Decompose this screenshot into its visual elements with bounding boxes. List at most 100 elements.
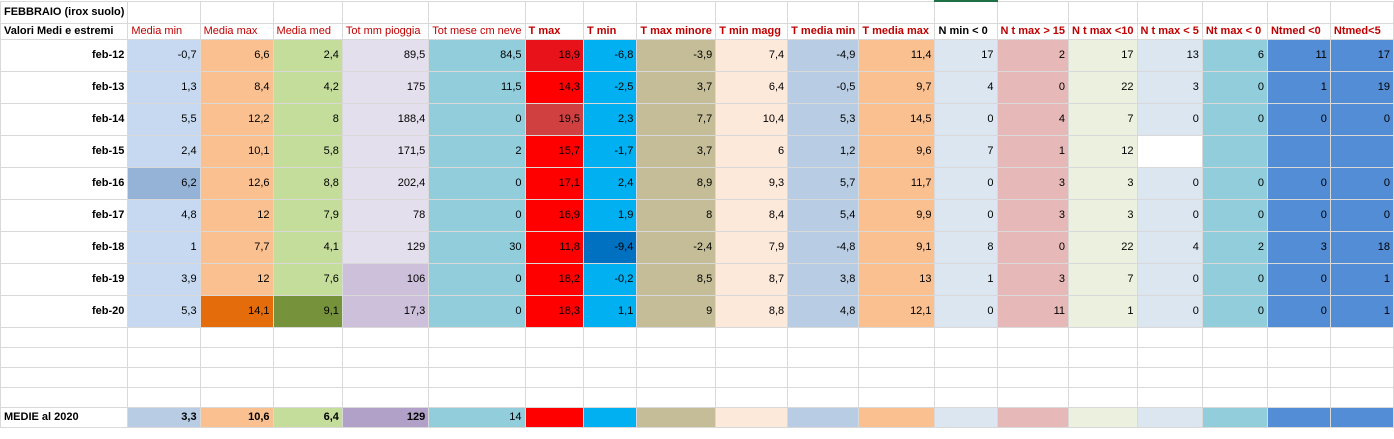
column-header[interactable]: T min magg — [715, 22, 789, 40]
data-cell[interactable]: 0 — [1266, 198, 1331, 232]
column-header[interactable]: Tot mm pioggia — [341, 22, 430, 40]
footer-cell[interactable]: 129 — [341, 406, 430, 428]
data-cell[interactable]: 8,8 — [715, 294, 789, 328]
empty-cell[interactable] — [341, 386, 430, 408]
empty-cell[interactable] — [996, 326, 1070, 348]
empty-cell[interactable] — [1329, 386, 1394, 408]
empty-cell[interactable] — [787, 366, 860, 388]
data-cell[interactable]: 0 — [1136, 198, 1203, 232]
data-cell[interactable]: 3 — [996, 262, 1070, 296]
data-cell[interactable]: 1 — [934, 262, 998, 296]
empty-cell[interactable] — [1329, 366, 1394, 388]
data-cell[interactable]: 12,6 — [199, 166, 274, 200]
row-label[interactable]: feb-13 — [0, 70, 129, 104]
data-cell[interactable]: 11,5 — [428, 70, 526, 104]
data-cell[interactable]: 6,4 — [715, 70, 789, 104]
data-cell[interactable]: 0 — [1201, 70, 1268, 104]
empty-cell[interactable] — [428, 366, 526, 388]
empty-cell[interactable] — [428, 326, 526, 348]
empty-cell[interactable] — [1136, 0, 1203, 24]
data-cell[interactable]: 202,4 — [341, 166, 430, 200]
data-cell[interactable]: 4 — [1136, 230, 1203, 264]
data-cell[interactable]: 13 — [858, 262, 936, 296]
footer-cell[interactable] — [1201, 406, 1268, 428]
column-header[interactable]: N t max < 5 — [1136, 22, 1203, 40]
data-cell[interactable]: 4 — [996, 102, 1070, 136]
data-cell[interactable]: 1,2 — [787, 134, 860, 168]
column-header[interactable]: Ntmed <0 — [1266, 22, 1331, 40]
data-cell[interactable]: 3 — [996, 166, 1070, 200]
empty-cell[interactable] — [199, 0, 274, 24]
empty-cell[interactable] — [524, 346, 585, 368]
empty-cell[interactable] — [1068, 326, 1138, 348]
data-cell[interactable]: 1 — [1068, 294, 1138, 328]
data-cell[interactable]: -0,7 — [127, 38, 201, 72]
data-cell[interactable]: 9,7 — [858, 70, 936, 104]
data-cell[interactable]: 0 — [1136, 262, 1203, 296]
data-cell[interactable]: 18,2 — [524, 262, 585, 296]
data-cell[interactable]: 14,1 — [199, 294, 274, 328]
empty-cell[interactable] — [127, 366, 201, 388]
data-cell[interactable]: 17,3 — [341, 294, 430, 328]
empty-cell[interactable] — [1201, 386, 1268, 408]
empty-cell[interactable] — [787, 386, 860, 408]
empty-cell[interactable] — [636, 346, 717, 368]
data-cell[interactable]: 1,1 — [582, 294, 638, 328]
column-header[interactable]: T min — [582, 22, 638, 40]
data-cell[interactable]: 0 — [428, 262, 526, 296]
empty-cell[interactable] — [1068, 346, 1138, 368]
data-cell[interactable]: 4,2 — [272, 70, 343, 104]
row-label[interactable]: feb-20 — [0, 294, 129, 328]
data-cell[interactable]: 1 — [1329, 294, 1394, 328]
data-cell[interactable] — [1329, 134, 1394, 168]
footer-cell[interactable]: 14 — [428, 406, 526, 428]
column-header[interactable]: N t max <10 — [1068, 22, 1138, 40]
data-cell[interactable]: 14,3 — [524, 70, 585, 104]
data-cell[interactable]: 19,5 — [524, 102, 585, 136]
empty-cell[interactable] — [1068, 366, 1138, 388]
empty-cell[interactable] — [1201, 326, 1268, 348]
data-cell[interactable]: 0 — [428, 294, 526, 328]
row-label[interactable]: feb-16 — [0, 166, 129, 200]
data-cell[interactable]: 7 — [1068, 262, 1138, 296]
data-cell[interactable]: 6,6 — [199, 38, 274, 72]
row-label[interactable]: feb-19 — [0, 262, 129, 296]
data-cell[interactable]: 4 — [934, 70, 998, 104]
footer-label[interactable]: MEDIE al 2020 — [0, 406, 129, 428]
data-cell[interactable]: 8,7 — [715, 262, 789, 296]
footer-cell[interactable] — [787, 406, 860, 428]
data-cell[interactable]: -2,5 — [582, 70, 638, 104]
column-header[interactable]: T max minore — [636, 22, 717, 40]
empty-cell[interactable] — [1136, 346, 1203, 368]
empty-cell[interactable] — [582, 386, 638, 408]
data-cell[interactable]: 0 — [996, 70, 1070, 104]
data-cell[interactable]: 10,1 — [199, 134, 274, 168]
data-cell[interactable]: 9,1 — [272, 294, 343, 328]
data-cell[interactable]: 3 — [1266, 230, 1331, 264]
data-cell[interactable]: 22 — [1068, 70, 1138, 104]
data-cell[interactable]: 5,5 — [127, 102, 201, 136]
empty-cell[interactable] — [858, 386, 936, 408]
empty-cell[interactable] — [1136, 386, 1203, 408]
data-cell[interactable]: 0 — [996, 230, 1070, 264]
data-cell[interactable]: 78 — [341, 198, 430, 232]
data-cell[interactable]: 3,8 — [787, 262, 860, 296]
data-cell[interactable]: 0 — [1266, 262, 1331, 296]
data-cell[interactable]: 7,6 — [272, 262, 343, 296]
column-header[interactable]: Media med — [272, 22, 343, 40]
data-cell[interactable]: -3,9 — [636, 38, 717, 72]
empty-cell[interactable] — [934, 386, 998, 408]
data-cell[interactable]: 7 — [934, 134, 998, 168]
data-cell[interactable]: 0 — [934, 102, 998, 136]
data-cell[interactable]: 84,5 — [428, 38, 526, 72]
data-cell[interactable]: 188,4 — [341, 102, 430, 136]
data-cell[interactable]: 5,8 — [272, 134, 343, 168]
empty-cell[interactable] — [127, 0, 201, 24]
empty-cell[interactable] — [272, 366, 343, 388]
data-cell[interactable]: 4,8 — [127, 198, 201, 232]
row-label[interactable]: feb-17 — [0, 198, 129, 232]
data-cell[interactable]: 0 — [1201, 102, 1268, 136]
footer-cell[interactable] — [1136, 406, 1203, 428]
empty-cell[interactable] — [341, 366, 430, 388]
empty-cell[interactable] — [934, 366, 998, 388]
